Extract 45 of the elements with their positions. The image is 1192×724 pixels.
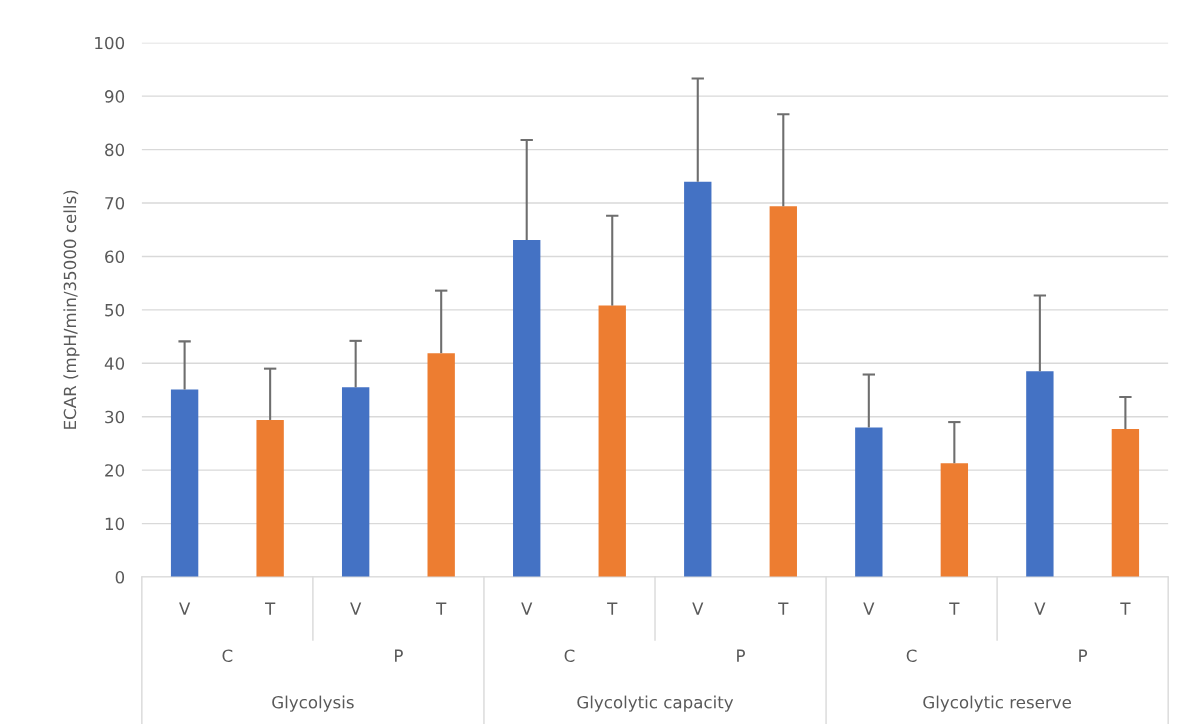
bar (256, 419, 284, 578)
y-tick-label: 50 (105, 303, 125, 317)
y-tick-label: 10 (105, 517, 125, 531)
text: C (564, 649, 575, 663)
x-tick-label: T (949, 602, 960, 615)
y-tick-label: 20 (105, 464, 125, 477)
y-tick-label: 70 (105, 196, 125, 210)
bar (427, 353, 455, 578)
bar (341, 387, 370, 578)
x-tick-label: T (607, 602, 618, 615)
y-tick-label: 40 (104, 357, 125, 370)
bar (598, 305, 626, 578)
text: P (737, 649, 745, 662)
bar (855, 427, 883, 578)
x-tick-label: V (1034, 602, 1046, 615)
text: P (395, 649, 403, 662)
y-tick-label: 60 (105, 250, 125, 264)
bar (170, 389, 199, 578)
x-tick-label: V (350, 602, 362, 615)
y-tick-label: 90 (105, 90, 125, 103)
text: P (1079, 649, 1088, 662)
text: C (906, 649, 917, 663)
x-tick-label: T (436, 602, 447, 615)
y-tick-label: 100 (95, 36, 125, 50)
x-tick-label: V (521, 602, 533, 615)
text: C (222, 649, 233, 663)
x-tick-label: V (692, 602, 704, 615)
bar (1111, 429, 1140, 578)
y-tick-label: 0 (115, 570, 125, 584)
y-axis-title: ECAR (mpH/min/35000 cells) (63, 190, 80, 429)
bar (1026, 371, 1054, 578)
x-tick-label: T (1120, 602, 1131, 615)
y-tick-label: 30 (105, 410, 125, 424)
x-tick-label: T (265, 602, 276, 615)
bar (513, 239, 541, 578)
text: Glycolysis (272, 695, 354, 712)
text: Glycolytic reserve (923, 695, 1071, 712)
text: Glycolytic capacity (577, 695, 734, 712)
bar (684, 181, 712, 578)
bar (940, 463, 969, 578)
bar (769, 206, 797, 578)
x-tick-label: V (179, 602, 191, 615)
x-tick-label: T (778, 602, 789, 615)
x-tick-label: V (863, 602, 875, 615)
y-tick-label: 80 (105, 143, 125, 157)
